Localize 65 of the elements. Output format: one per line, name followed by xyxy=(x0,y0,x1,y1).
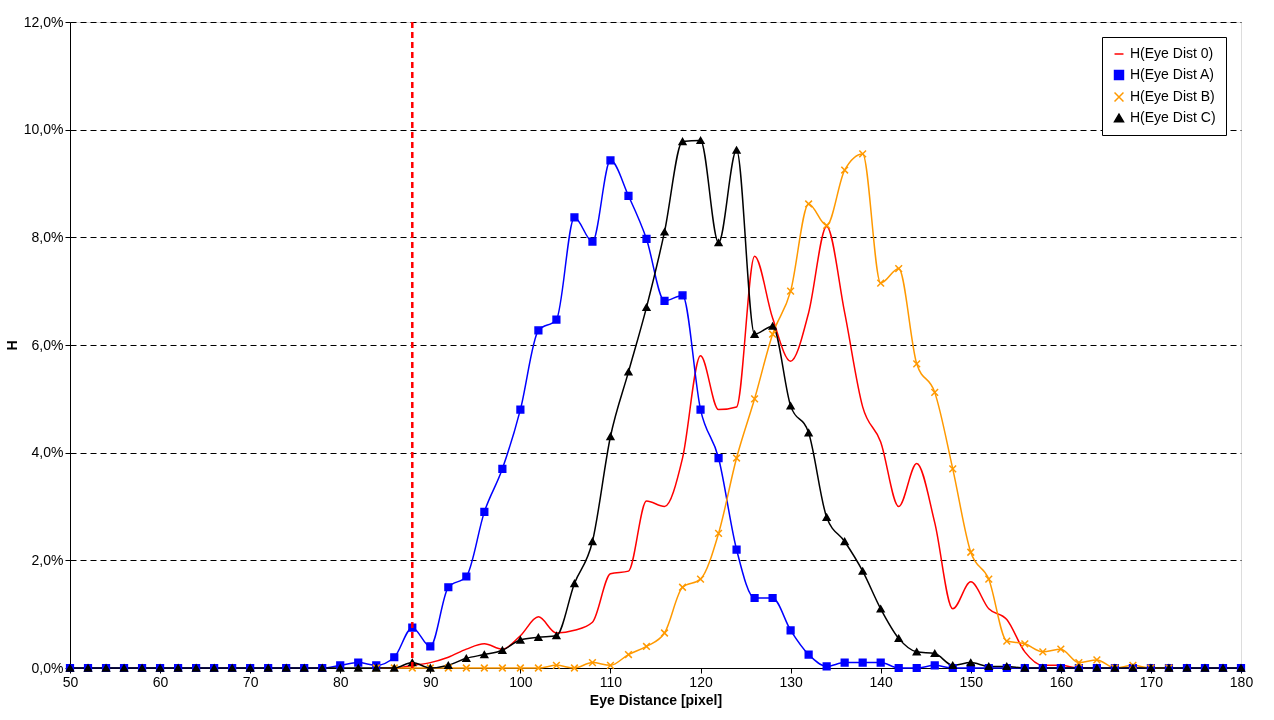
x-tick-label: 100 xyxy=(509,673,533,690)
y-tick-label: 8,0% xyxy=(31,228,64,245)
x-tick-label: 70 xyxy=(242,673,259,690)
point xyxy=(732,453,741,463)
point xyxy=(624,650,633,659)
point xyxy=(876,278,885,288)
x-tick-label: 150 xyxy=(959,673,984,690)
y-tick-label: 12,0% xyxy=(23,13,64,30)
point xyxy=(1038,647,1047,656)
y-tick-label: 6,0% xyxy=(31,336,64,353)
point xyxy=(714,529,723,538)
y-axis-title: H xyxy=(3,340,20,351)
x-tick-label: 130 xyxy=(779,673,804,690)
y-tick-label: 4,0% xyxy=(31,444,64,461)
point xyxy=(804,199,813,209)
point xyxy=(948,464,957,473)
point xyxy=(1020,639,1029,648)
y-tick-label: 2,0% xyxy=(31,551,64,568)
point xyxy=(408,663,417,673)
point xyxy=(552,661,561,670)
point xyxy=(912,359,921,368)
legend-label: H(Eye Dist C) xyxy=(1130,109,1216,125)
point xyxy=(444,663,453,673)
point xyxy=(1092,655,1101,665)
point xyxy=(696,575,705,584)
point xyxy=(660,628,669,638)
x-tick-label: 160 xyxy=(1049,673,1074,690)
x-tick-label: 80 xyxy=(332,673,349,690)
point xyxy=(786,287,795,296)
x-tick-label: 120 xyxy=(689,673,713,690)
x-tick-label: 170 xyxy=(1139,673,1164,690)
y-tick-label: 0,0% xyxy=(31,659,64,676)
point xyxy=(1002,636,1011,646)
point xyxy=(516,663,525,673)
point xyxy=(498,663,507,673)
point xyxy=(840,165,849,175)
point xyxy=(570,663,579,673)
point xyxy=(1056,645,1065,654)
point xyxy=(984,575,993,584)
x-tick-label: 180 xyxy=(1229,673,1254,690)
point xyxy=(678,583,687,592)
point xyxy=(930,388,939,397)
x-tick-label: 50 xyxy=(62,673,79,690)
point xyxy=(480,663,489,673)
x-tick-label: 60 xyxy=(152,673,169,690)
legend-label: H(Eye Dist B) xyxy=(1130,88,1215,104)
point xyxy=(534,663,543,673)
point xyxy=(750,394,759,403)
x-tick-label: 110 xyxy=(599,673,623,690)
point xyxy=(462,663,471,673)
point xyxy=(894,264,903,273)
x-tick-label: 140 xyxy=(869,673,894,690)
x-tick-label: 90 xyxy=(423,673,439,690)
point xyxy=(768,330,777,339)
point xyxy=(606,661,615,670)
legend-label: H(Eye Dist A) xyxy=(1130,66,1215,82)
x-axis-title: Eye Distance [pixel] xyxy=(589,691,723,708)
y-tick-label: 10,0% xyxy=(23,121,64,138)
point xyxy=(858,149,867,158)
point xyxy=(822,221,831,230)
point xyxy=(588,658,597,667)
point xyxy=(966,548,975,557)
legend-label: H(Eye Dist 0) xyxy=(1130,45,1214,61)
point xyxy=(642,642,651,651)
point xyxy=(1074,658,1083,667)
